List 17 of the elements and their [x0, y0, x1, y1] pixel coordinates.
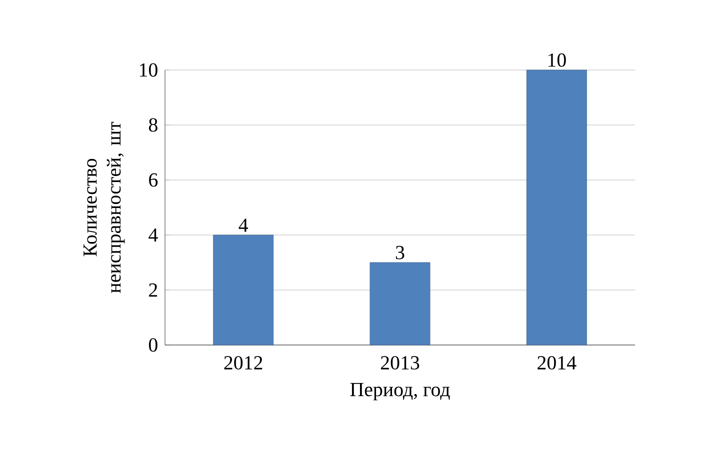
y-tick-label: 10 [140, 63, 158, 77]
x-axis-title: Период, год [350, 383, 450, 400]
x-tick-label: 2014 [538, 356, 576, 370]
data-label: 4 [238, 218, 248, 232]
bar [370, 262, 430, 346]
bar [213, 234, 274, 346]
y-tick-label: 2 [149, 283, 158, 297]
x-tick-label: 2013 [380, 356, 420, 370]
y-tick-label: 6 [149, 173, 158, 187]
y-tick-label: 8 [148, 118, 158, 132]
x-tick-label: 2012 [224, 356, 262, 370]
data-label: 10 [548, 53, 566, 67]
y-tick-label: 4 [148, 228, 158, 242]
data-label: 3 [396, 246, 404, 260]
y-axis-title: Количество неисправностей, шт [84, 122, 125, 294]
y-tick-label: 0 [148, 338, 158, 352]
bar [526, 70, 587, 346]
